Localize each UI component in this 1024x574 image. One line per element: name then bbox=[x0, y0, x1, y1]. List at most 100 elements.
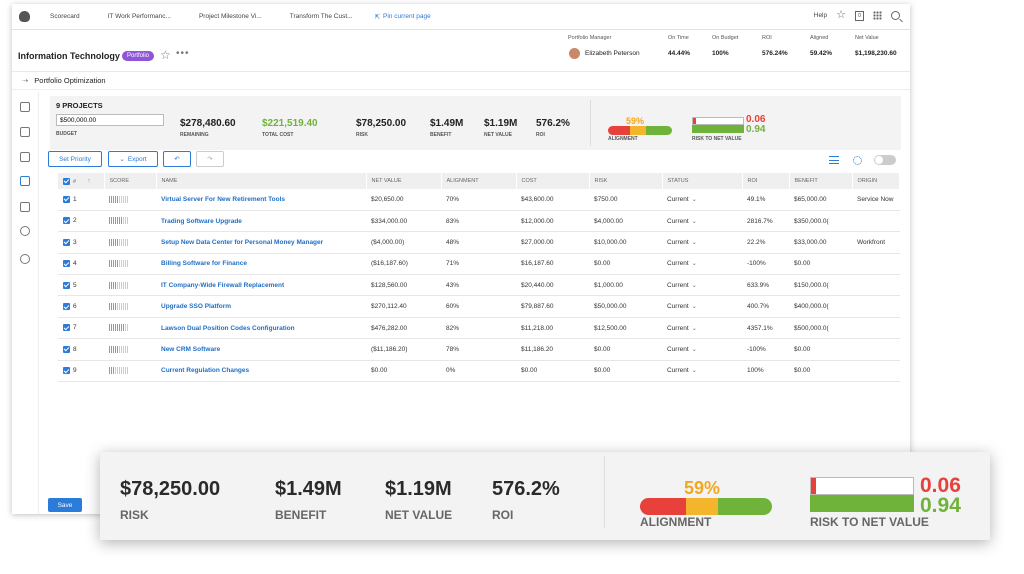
row-number[interactable]: 2 bbox=[58, 210, 104, 233]
col-header-number[interactable]: # ↑ bbox=[58, 173, 105, 189]
row-number[interactable]: 1 bbox=[58, 189, 104, 211]
file-icon[interactable] bbox=[20, 202, 30, 212]
cell-roi: 2816.7% bbox=[742, 210, 789, 233]
score-bars bbox=[109, 195, 128, 203]
row-checkbox[interactable] bbox=[63, 367, 70, 375]
col-header-risk[interactable]: RISK bbox=[589, 173, 663, 189]
list-icon[interactable] bbox=[20, 152, 30, 162]
search-icon[interactable] bbox=[891, 11, 900, 20]
filter-icon[interactable] bbox=[829, 156, 839, 164]
budget-input[interactable] bbox=[56, 114, 164, 126]
row-number[interactable]: 8 bbox=[58, 338, 104, 361]
manager-name[interactable]: Elizabeth Peterson bbox=[585, 50, 640, 57]
select-all-checkbox[interactable] bbox=[63, 177, 70, 185]
project-name-link[interactable]: Setup New Data Center for Personal Money… bbox=[156, 231, 366, 254]
chevron-down-icon: ⌄ bbox=[691, 282, 697, 289]
table-row[interactable]: 3 Setup New Data Center for Personal Mone… bbox=[58, 231, 900, 254]
table-row[interactable]: 4 Billing Software for Finance ($16,187.60… bbox=[58, 253, 900, 276]
row-checkbox[interactable] bbox=[63, 345, 70, 353]
status-dropdown[interactable]: Current ⌄ bbox=[662, 338, 742, 361]
row-checkbox[interactable] bbox=[63, 303, 70, 311]
benefit-label: BENEFIT bbox=[430, 132, 452, 138]
status-dropdown[interactable]: Current ⌄ bbox=[662, 360, 742, 383]
table-row[interactable]: 8 New CRM Software ($11,186.20) 78% $11,186.… bbox=[58, 338, 900, 361]
export-button[interactable]: ⌄ Export bbox=[108, 151, 158, 167]
row-checkbox[interactable] bbox=[63, 281, 70, 289]
col-header-cost[interactable]: COST bbox=[516, 173, 590, 189]
project-name-link[interactable]: Upgrade SSO Platform bbox=[156, 295, 366, 318]
tab-project-milestone[interactable]: Project Milestone Vi... bbox=[198, 13, 262, 20]
project-name-link[interactable]: New CRM Software bbox=[156, 338, 366, 361]
table-row[interactable]: 7 Lawson Dual Position Codes Configuratio… bbox=[58, 317, 900, 340]
cell-origin bbox=[852, 317, 900, 340]
row-number[interactable]: 5 bbox=[58, 274, 104, 297]
row-checkbox[interactable] bbox=[63, 217, 70, 225]
project-name-link[interactable]: Trading Software Upgrade bbox=[156, 210, 366, 233]
score-bars bbox=[109, 345, 128, 353]
sort-arrow-icon[interactable]: ↑ bbox=[87, 178, 91, 185]
status-dropdown[interactable]: Current ⌄ bbox=[662, 231, 742, 254]
project-name-link[interactable]: Current Regulation Changes bbox=[156, 360, 366, 383]
col-header-roi[interactable]: ROI bbox=[742, 173, 790, 189]
col-header-score[interactable]: SCORE bbox=[104, 173, 157, 189]
set-priority-button[interactable]: Set Priority bbox=[48, 151, 102, 167]
comment-icon[interactable] bbox=[20, 226, 30, 236]
cell-alignment: 70% bbox=[441, 189, 516, 211]
app-logo[interactable] bbox=[12, 11, 36, 22]
add-icon[interactable] bbox=[20, 254, 30, 264]
col-header-benefit[interactable]: BENEFIT bbox=[789, 173, 853, 189]
help-link[interactable]: Help bbox=[813, 12, 828, 19]
row-checkbox[interactable] bbox=[63, 238, 70, 246]
document-icon[interactable] bbox=[20, 127, 30, 137]
favorite-star-icon[interactable]: ☆ bbox=[160, 48, 171, 62]
more-options-icon[interactable]: ••• bbox=[176, 48, 190, 59]
table-row[interactable]: 1 Virtual Server For New Retirement Tools… bbox=[58, 189, 900, 211]
redo-button[interactable]: ↷ bbox=[196, 151, 224, 167]
row-number[interactable]: 4 bbox=[58, 253, 104, 276]
col-header-status[interactable]: STATUS bbox=[662, 173, 743, 189]
table-row[interactable]: 5 IT Company-Wide Firewall Replacement $12… bbox=[58, 274, 900, 297]
overview-icon[interactable] bbox=[20, 102, 30, 112]
notifications-icon[interactable]: 0 bbox=[855, 10, 864, 21]
row-number[interactable]: 7 bbox=[58, 317, 104, 340]
row-checkbox[interactable] bbox=[63, 195, 70, 203]
top-navigation: Scorecard IT Work Performanc... Project … bbox=[12, 4, 910, 30]
status-dropdown[interactable]: Current ⌄ bbox=[662, 189, 742, 211]
tab-it-work-performance[interactable]: IT Work Performanc... bbox=[107, 13, 171, 20]
status-dropdown[interactable]: Current ⌄ bbox=[662, 210, 742, 233]
gear-icon[interactable] bbox=[853, 156, 862, 165]
view-toggle[interactable] bbox=[874, 155, 896, 165]
app-grid-icon[interactable] bbox=[873, 11, 882, 20]
table-row[interactable]: 2 Trading Software Upgrade $334,000.00 83% $… bbox=[58, 210, 900, 233]
favorites-star-icon[interactable]: ☆ bbox=[836, 9, 846, 21]
row-number[interactable]: 9 bbox=[58, 360, 104, 383]
manager-avatar bbox=[569, 48, 580, 59]
tab-scorecard[interactable]: Scorecard bbox=[50, 13, 80, 20]
project-name-link[interactable]: Virtual Server For New Retirement Tools bbox=[156, 189, 366, 211]
row-number[interactable]: 3 bbox=[58, 231, 104, 254]
col-header-alignment[interactable]: ALIGNMENT bbox=[441, 173, 517, 189]
col-header-name[interactable]: NAME bbox=[156, 173, 367, 189]
project-name-link[interactable]: Billing Software for Finance bbox=[156, 253, 366, 276]
col-header-net-value[interactable]: NET VALUE bbox=[366, 173, 442, 189]
row-number[interactable]: 6 bbox=[58, 295, 104, 318]
table-row[interactable]: 9 Current Regulation Changes $0.00 0% $0.00 $… bbox=[58, 360, 900, 383]
status-dropdown[interactable]: Current ⌄ bbox=[662, 317, 742, 340]
tab-transform-customer[interactable]: Transform The Cust... bbox=[289, 13, 353, 20]
cell-alignment: 82% bbox=[441, 317, 516, 340]
zoom-risk-value: $78,250.00 bbox=[120, 478, 221, 500]
status-dropdown[interactable]: Current ⌄ bbox=[662, 295, 742, 318]
pin-current-page-link[interactable]: ⇱ Pin current page bbox=[367, 13, 431, 21]
project-name-link[interactable]: Lawson Dual Position Codes Configuration bbox=[156, 317, 366, 340]
table-row[interactable]: 6 Upgrade SSO Platform $270,112.40 60% $79,8… bbox=[58, 295, 900, 318]
undo-button[interactable]: ↶ bbox=[163, 151, 191, 167]
status-dropdown[interactable]: Current ⌄ bbox=[662, 274, 742, 297]
row-checkbox[interactable] bbox=[63, 260, 70, 268]
row-checkbox[interactable] bbox=[63, 324, 70, 332]
project-name-link[interactable]: IT Company-Wide Firewall Replacement bbox=[156, 274, 366, 297]
save-button[interactable]: Save bbox=[48, 498, 82, 512]
col-header-origin[interactable]: ORIGIN bbox=[852, 173, 900, 189]
breadcrumb-label[interactable]: Portfolio Optimization bbox=[34, 76, 106, 85]
optimization-icon[interactable] bbox=[20, 176, 30, 186]
status-dropdown[interactable]: Current ⌄ bbox=[662, 253, 742, 276]
